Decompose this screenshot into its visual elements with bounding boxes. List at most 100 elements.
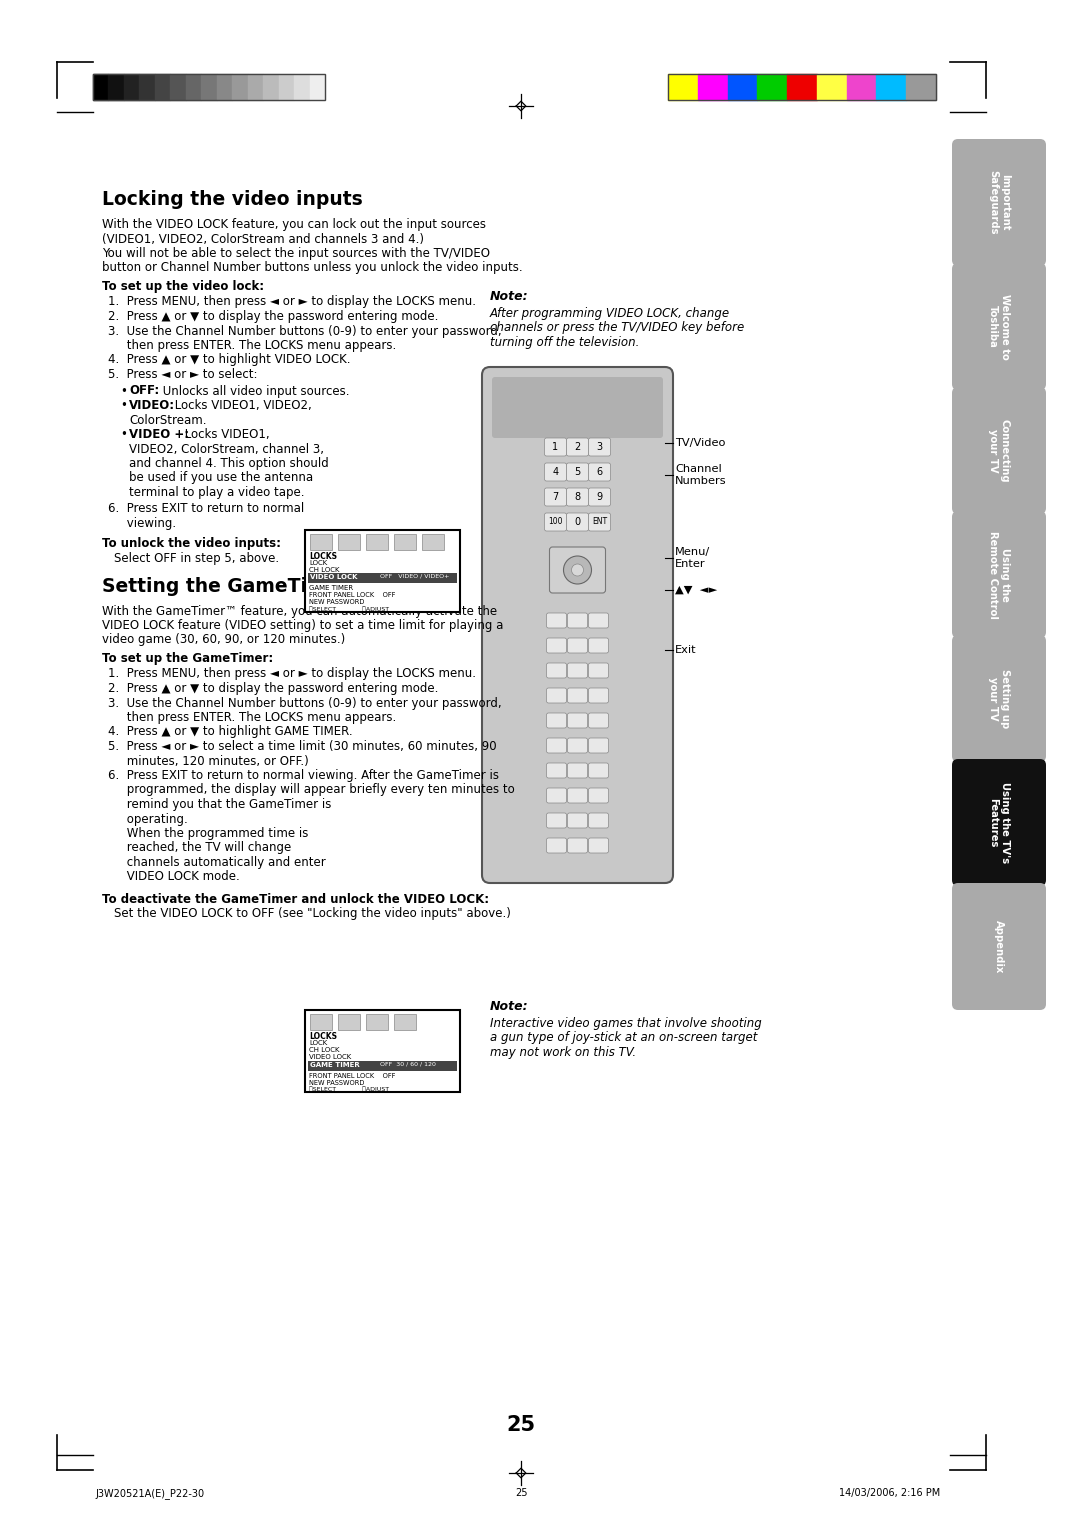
Text: •: •: [120, 384, 126, 398]
Bar: [154, 73, 171, 100]
Bar: [186, 73, 201, 100]
Text: To deactivate the GameTimer and unlock the VIDEO LOCK:: To deactivate the GameTimer and unlock t…: [102, 893, 489, 906]
Text: 5.  Press ◄ or ► to select:: 5. Press ◄ or ► to select:: [108, 367, 257, 381]
Bar: [108, 73, 124, 100]
FancyBboxPatch shape: [546, 663, 567, 678]
FancyBboxPatch shape: [546, 837, 567, 853]
FancyBboxPatch shape: [567, 513, 589, 531]
Text: 6.  Press EXIT to return to normal viewing. After the GameTimer is: 6. Press EXIT to return to normal viewin…: [108, 769, 499, 782]
Text: channels automatically and enter: channels automatically and enter: [108, 856, 326, 870]
Bar: [338, 1014, 360, 1030]
FancyBboxPatch shape: [567, 438, 589, 456]
Text: To set up the GameTimer:: To set up the GameTimer:: [102, 652, 273, 664]
Text: OFF  30 / 60 / 120: OFF 30 / 60 / 120: [380, 1063, 436, 1067]
Text: 7: 7: [552, 491, 558, 502]
Bar: [93, 73, 325, 100]
Text: CH LOCK: CH LOCK: [309, 1047, 339, 1053]
Text: With the GameTimer™ feature, you can automatically activate the: With the GameTimer™ feature, you can aut…: [102, 605, 497, 617]
Text: 5.  Press ◄ or ► to select a time limit (30 minutes, 60 minutes, 90: 5. Press ◄ or ► to select a time limit (…: [108, 739, 497, 753]
Bar: [305, 1010, 460, 1092]
FancyBboxPatch shape: [951, 883, 1047, 1010]
Text: 1.  Press MENU, then press ◄ or ► to display the LOCKS menu.: 1. Press MENU, then press ◄ or ► to disp…: [108, 668, 476, 680]
Text: 100: 100: [549, 517, 563, 527]
Text: a gun type of joy-stick at an on-screen target: a gun type of joy-stick at an on-screen …: [490, 1032, 757, 1044]
FancyBboxPatch shape: [589, 462, 610, 481]
Text: 3.  Use the Channel Number buttons (0-9) to enter your password,: 3. Use the Channel Number buttons (0-9) …: [108, 325, 501, 337]
FancyBboxPatch shape: [567, 713, 588, 729]
Bar: [394, 1014, 416, 1030]
Bar: [877, 73, 906, 100]
Bar: [217, 73, 232, 100]
Text: Setting the GameTimer™: Setting the GameTimer™: [102, 577, 367, 596]
FancyBboxPatch shape: [492, 377, 663, 438]
Text: turning off the television.: turning off the television.: [490, 335, 639, 349]
Bar: [669, 73, 936, 100]
FancyBboxPatch shape: [589, 663, 608, 678]
Text: 8: 8: [575, 491, 581, 502]
Text: 9: 9: [596, 491, 603, 502]
FancyBboxPatch shape: [567, 837, 588, 853]
Text: NEW PASSWORD: NEW PASSWORD: [309, 1079, 364, 1085]
FancyBboxPatch shape: [546, 638, 567, 654]
Text: Menu/
Enter: Menu/ Enter: [675, 547, 711, 570]
Text: then press ENTER. The LOCKS menu appears.: then press ENTER. The LOCKS menu appears…: [108, 710, 396, 724]
Text: channels or press the TV/VIDEO key before: channels or press the TV/VIDEO key befor…: [490, 322, 744, 334]
Text: reached, the TV will change: reached, the TV will change: [108, 842, 292, 854]
FancyBboxPatch shape: [567, 612, 588, 628]
Text: 0: 0: [575, 517, 581, 527]
FancyBboxPatch shape: [546, 738, 567, 753]
Bar: [394, 534, 416, 550]
Text: Important
Safeguards: Important Safeguards: [988, 170, 1010, 234]
Text: Unlocks all video input sources.: Unlocks all video input sources.: [159, 384, 350, 398]
Text: Set the VIDEO LOCK to OFF (see "Locking the video inputs" above.): Set the VIDEO LOCK to OFF (see "Locking …: [114, 908, 511, 920]
FancyBboxPatch shape: [589, 788, 608, 802]
Circle shape: [564, 556, 592, 583]
Bar: [787, 73, 816, 100]
Text: 1.  Press MENU, then press ◄ or ► to display the LOCKS menu.: 1. Press MENU, then press ◄ or ► to disp…: [108, 295, 476, 309]
Text: programmed, the display will appear briefly every ten minutes to: programmed, the display will appear brie…: [108, 784, 515, 796]
FancyBboxPatch shape: [589, 762, 608, 778]
Text: may not work on this TV.: may not work on this TV.: [490, 1046, 636, 1059]
Text: button or Channel Number buttons unless you unlock the video inputs.: button or Channel Number buttons unless …: [102, 262, 523, 274]
Bar: [310, 73, 325, 100]
Text: ⓘSELECT             ⓘADJUST: ⓘSELECT ⓘADJUST: [309, 606, 389, 611]
Text: Welcome to
Toshiba: Welcome to Toshiba: [988, 294, 1010, 360]
Bar: [422, 534, 444, 550]
FancyBboxPatch shape: [589, 638, 608, 654]
Bar: [366, 1014, 388, 1030]
Text: VIDEO2, ColorStream, channel 3,: VIDEO2, ColorStream, channel 3,: [129, 442, 324, 456]
FancyBboxPatch shape: [589, 738, 608, 753]
FancyBboxPatch shape: [951, 759, 1047, 886]
Text: VIDEO LOCK: VIDEO LOCK: [309, 1053, 351, 1059]
Text: ▲▼  ◄►: ▲▼ ◄►: [675, 585, 717, 596]
FancyBboxPatch shape: [544, 513, 567, 531]
Text: ColorStream.: ColorStream.: [129, 413, 206, 427]
FancyBboxPatch shape: [951, 263, 1047, 390]
Bar: [669, 73, 698, 100]
Text: GAME TIMER: GAME TIMER: [310, 1063, 360, 1069]
FancyBboxPatch shape: [546, 788, 567, 802]
Text: FRONT PANEL LOCK    OFF: FRONT PANEL LOCK OFF: [309, 1073, 395, 1079]
Bar: [338, 534, 360, 550]
FancyBboxPatch shape: [567, 813, 588, 828]
Text: 2.  Press ▲ or ▼ to display the password entering mode.: 2. Press ▲ or ▼ to display the password …: [108, 309, 438, 323]
Text: operating.: operating.: [108, 813, 188, 825]
Text: Exit: Exit: [675, 645, 697, 655]
Text: Connecting
your TV: Connecting your TV: [988, 418, 1010, 482]
Text: GAME TIMER: GAME TIMER: [309, 585, 353, 591]
FancyBboxPatch shape: [567, 687, 588, 703]
Text: Note:: Note:: [490, 289, 528, 303]
Text: •: •: [120, 400, 126, 412]
Text: Appendix: Appendix: [994, 920, 1004, 974]
Bar: [757, 73, 787, 100]
Text: then press ENTER. The LOCKS menu appears.: then press ENTER. The LOCKS menu appears…: [108, 338, 396, 352]
Text: J3W20521A(E)_P22-30: J3W20521A(E)_P22-30: [95, 1488, 204, 1499]
FancyBboxPatch shape: [567, 788, 588, 802]
Text: 2: 2: [575, 442, 581, 452]
Bar: [279, 73, 294, 100]
Bar: [264, 73, 279, 100]
FancyBboxPatch shape: [567, 488, 589, 507]
Text: Channel
Numbers: Channel Numbers: [675, 464, 727, 485]
FancyBboxPatch shape: [482, 367, 673, 883]
Text: To unlock the video inputs:: To unlock the video inputs:: [102, 537, 281, 551]
